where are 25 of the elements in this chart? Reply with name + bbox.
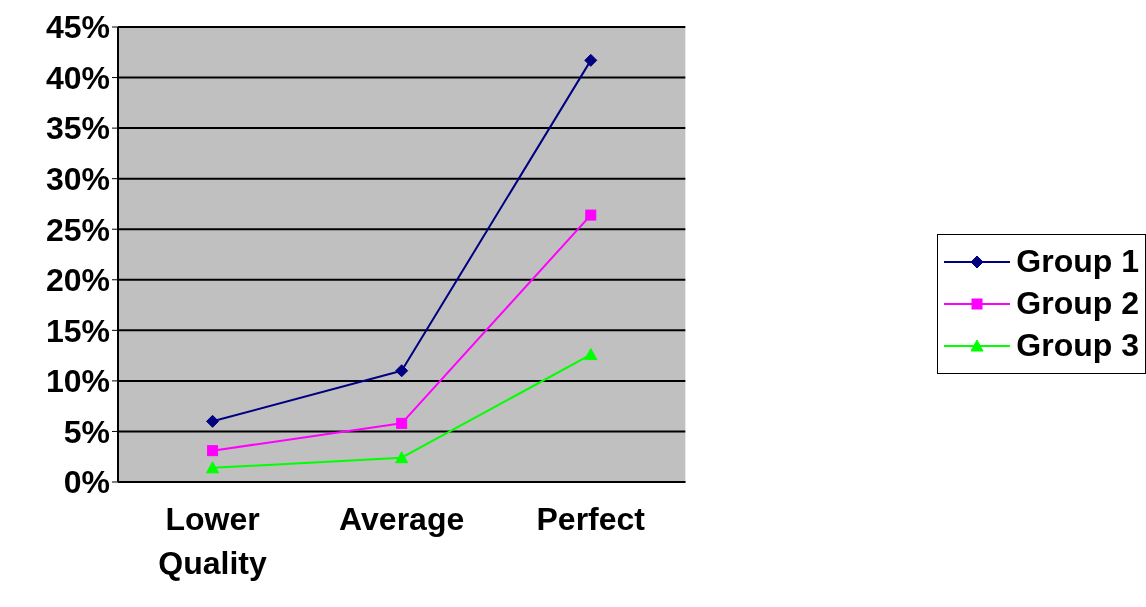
- y-tick-label: 30%: [45, 161, 110, 198]
- y-tick-label: 40%: [45, 59, 110, 96]
- y-tick-label: 25%: [45, 211, 110, 248]
- y-tick-label: 15%: [45, 312, 110, 349]
- x-tick-label: Perfect: [536, 501, 646, 537]
- point: [207, 445, 219, 457]
- point: [584, 53, 598, 67]
- point: [395, 364, 409, 378]
- point: [395, 451, 409, 464]
- point: [206, 414, 220, 428]
- point: [584, 348, 598, 361]
- point: [206, 461, 220, 474]
- legend-label: Group 1: [1016, 243, 1139, 280]
- legend-label: Group 2: [1016, 285, 1139, 322]
- y-tick-label: 5%: [63, 413, 110, 450]
- y-tick-label: 35%: [45, 110, 110, 147]
- y-tick-label: 0%: [63, 464, 110, 501]
- y-tick-label: 10%: [45, 363, 110, 400]
- point: [585, 209, 597, 221]
- y-tick-label: 20%: [45, 262, 110, 299]
- x-tick-label: Lower Quality: [158, 501, 267, 581]
- x-tick-label: Average: [339, 501, 465, 537]
- point: [396, 417, 408, 429]
- legend-label: Group 3: [1016, 327, 1139, 364]
- y-tick-label: 45%: [45, 9, 110, 46]
